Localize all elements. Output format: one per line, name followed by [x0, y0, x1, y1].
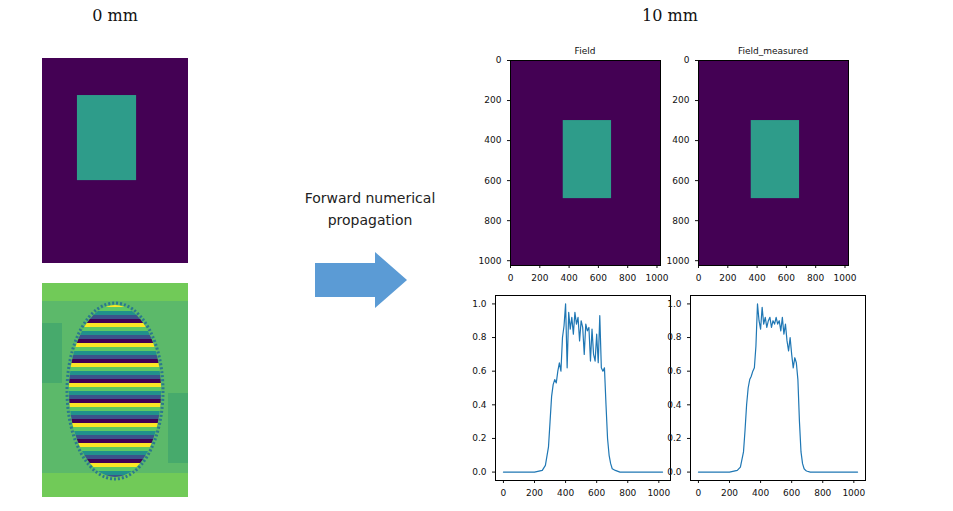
svg-text:800: 800: [619, 488, 636, 498]
svg-text:400: 400: [749, 273, 766, 283]
svg-text:200: 200: [526, 488, 543, 498]
svg-text:200: 200: [719, 273, 736, 283]
svg-text:600: 600: [778, 273, 795, 283]
svg-text:1000: 1000: [834, 273, 857, 283]
svg-text:0.2: 0.2: [667, 433, 681, 443]
svg-text:1000: 1000: [667, 256, 690, 266]
svg-text:600: 600: [588, 488, 605, 498]
svg-text:0: 0: [496, 55, 502, 65]
svg-text:1.0: 1.0: [472, 299, 487, 309]
svg-text:1000: 1000: [479, 256, 502, 266]
svg-text:0.0: 0.0: [472, 467, 487, 477]
svg-text:0.4: 0.4: [472, 400, 487, 410]
svg-text:400: 400: [672, 135, 689, 145]
svg-text:800: 800: [484, 216, 501, 226]
svg-text:0.8: 0.8: [472, 332, 487, 342]
svg-text:600: 600: [484, 175, 501, 185]
svg-text:800: 800: [807, 273, 824, 283]
svg-text:1000: 1000: [647, 488, 670, 498]
html-text:0 mm: 0 mm: [92, 6, 138, 25]
svg-text:800: 800: [619, 273, 636, 283]
svg-text:800: 800: [672, 216, 689, 226]
svg-text:0: 0: [508, 273, 514, 283]
svg-text:200: 200: [484, 95, 501, 105]
svg-text:600: 600: [590, 273, 607, 283]
svg-text:800: 800: [814, 488, 831, 498]
svg-text:0.8: 0.8: [667, 332, 682, 342]
svg-text:0.6: 0.6: [472, 366, 487, 376]
html-text:Field: Field: [574, 46, 596, 56]
svg-text:0: 0: [696, 488, 702, 498]
svg-text:0.2: 0.2: [472, 433, 486, 443]
svg-text:400: 400: [752, 488, 769, 498]
html-text:Field_measured: Field_measured: [737, 46, 809, 56]
svg-text:0.6: 0.6: [667, 366, 682, 376]
svg-text:200: 200: [672, 95, 689, 105]
svg-text:0.4: 0.4: [667, 400, 682, 410]
svg-text:200: 200: [531, 273, 548, 283]
svg-text:1000: 1000: [646, 273, 669, 283]
svg-text:400: 400: [561, 273, 578, 283]
svg-text:0: 0: [696, 273, 702, 283]
svg-text:0: 0: [684, 55, 690, 65]
html-text:Forward numerical propagation: Forward numerical propagation: [304, 190, 436, 228]
svg-text:200: 200: [721, 488, 738, 498]
svg-text:0.0: 0.0: [667, 467, 682, 477]
svg-text:400: 400: [557, 488, 574, 498]
svg-text:1.0: 1.0: [667, 299, 682, 309]
svg-text:1000: 1000: [842, 488, 865, 498]
html-text:10 mm: 10 mm: [642, 6, 698, 25]
svg-text:0: 0: [501, 488, 507, 498]
svg-text:600: 600: [672, 175, 689, 185]
svg-text:400: 400: [484, 135, 501, 145]
svg-text:600: 600: [783, 488, 800, 498]
